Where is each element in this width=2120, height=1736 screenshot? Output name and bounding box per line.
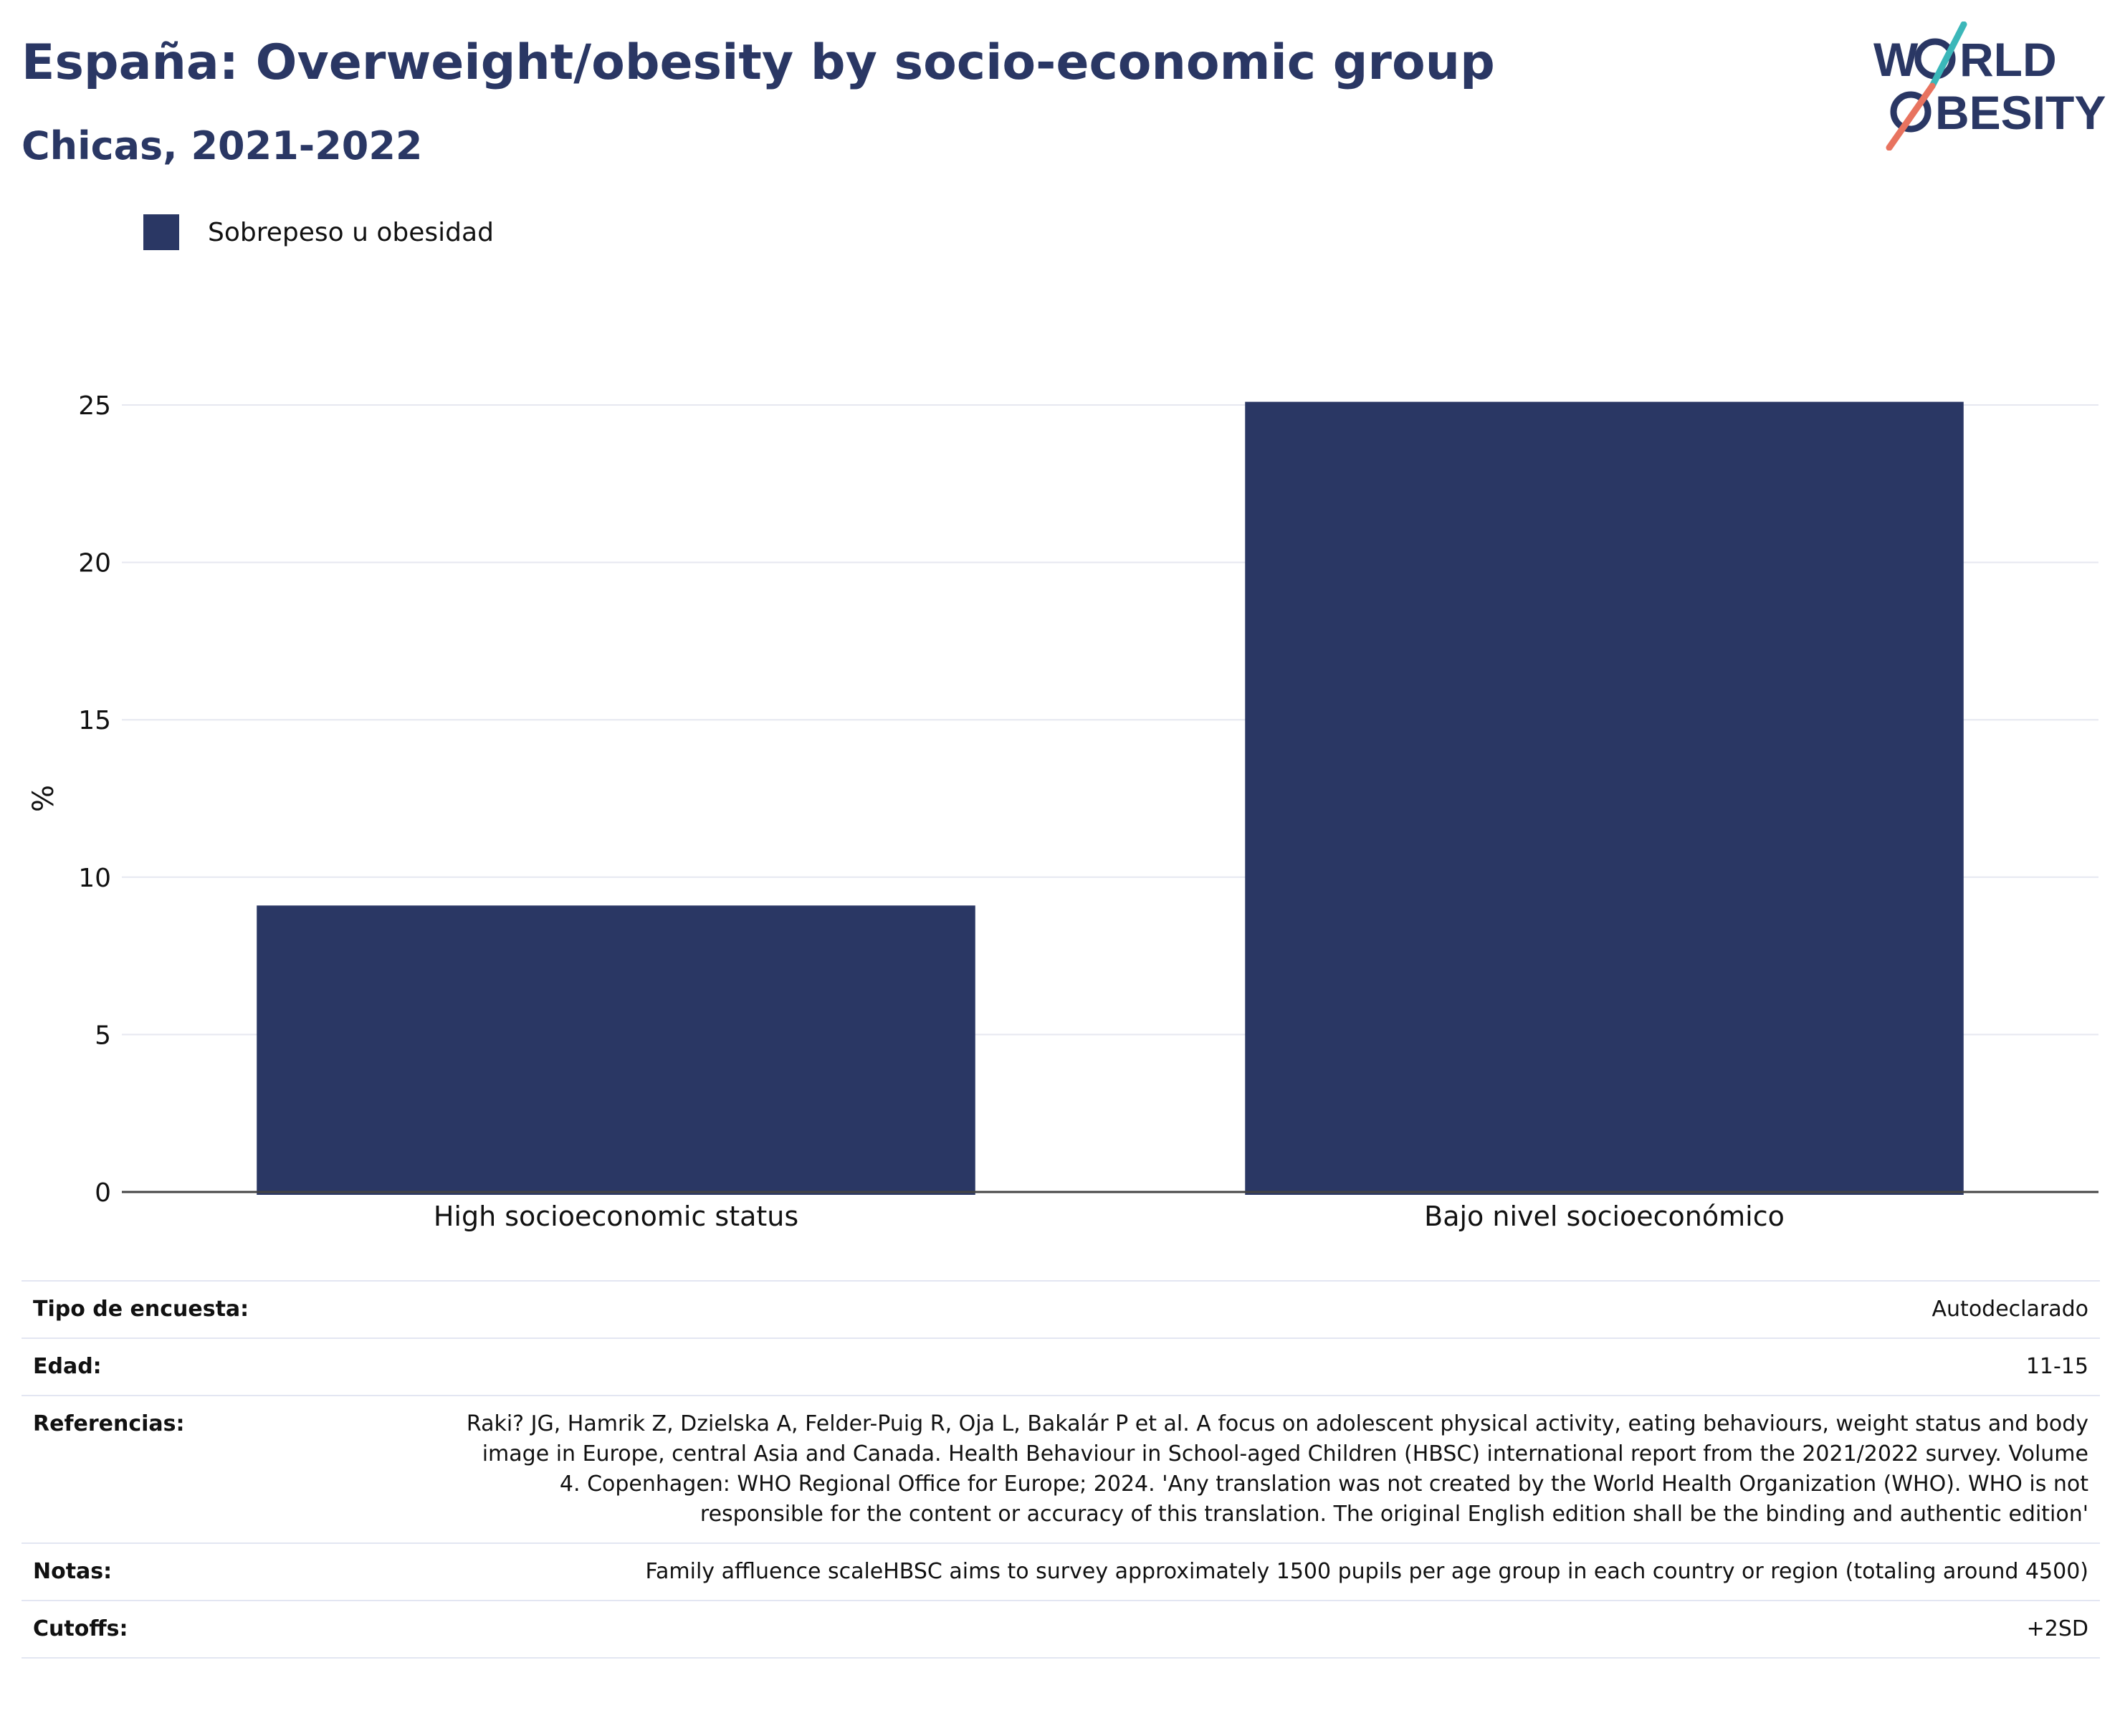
bar (257, 905, 975, 1195)
meta-key: Notas: (22, 1542, 446, 1601)
metadata-table: Tipo de encuesta: Autodeclarado Edad: 11… (22, 1280, 2100, 1659)
meta-row-notes: Notas: Family affluence scaleHBSC aims t… (22, 1542, 2100, 1601)
legend-label: Sobrepeso u obesidad (208, 217, 494, 247)
legend[interactable]: Sobrepeso u obesidad (143, 214, 494, 251)
logo-coral-slash (1886, 82, 1936, 151)
y-axis-title: % (27, 785, 60, 812)
meta-value: Family affluence scaleHBSC aims to surve… (446, 1542, 2100, 1601)
bars (257, 401, 1964, 1196)
y-tick-label: 25 (78, 391, 111, 421)
logo-line1-w: W (1873, 33, 1919, 86)
meta-row-age: Edad: 11-15 (22, 1337, 2100, 1396)
meta-value: 11-15 (446, 1337, 2100, 1396)
meta-value: Autodeclarado (446, 1280, 2100, 1339)
x-tick-label: Bajo nivel socioeconómico (1424, 1201, 1785, 1232)
y-tick-label: 0 (95, 1178, 111, 1208)
meta-key: Cutoffs: (22, 1600, 446, 1659)
meta-row-references: Referencias: Raki? JG, Hamrik Z, Dzielsk… (22, 1395, 2100, 1544)
meta-key: Edad: (22, 1337, 446, 1396)
chart-title: España: Overweight/obesity by socio-econ… (22, 34, 1495, 91)
meta-value: Raki? JG, Hamrik Z, Dzielska A, Felder-P… (446, 1395, 2100, 1544)
logo-line1-rld: RLD (1959, 33, 2057, 86)
y-tick-label: 20 (78, 549, 111, 578)
logo-teal-slash (1929, 22, 1967, 90)
meta-key: Referencias: (22, 1395, 446, 1544)
x-tick-label: High socioeconomic status (434, 1201, 798, 1232)
logo-o2-ring (1890, 91, 1932, 133)
logo-line2: BESITY (1935, 86, 2106, 139)
y-tick-label: 10 (78, 864, 111, 893)
chart-subtitle: Chicas, 2021-2022 (22, 123, 423, 168)
meta-row-survey-type: Tipo de encuesta: Autodeclarado (22, 1280, 2100, 1339)
axes: 0 5 10 15 20 25 High socioeconomic status Bajo … (27, 391, 2098, 1232)
world-obesity-logo: W RLD BESITY (1873, 22, 2106, 151)
legend-swatch (143, 214, 179, 250)
bar-chart: 0 5 10 15 20 25 High socioeconomic status Bajo … (27, 391, 2098, 1232)
meta-key: Tipo de encuesta: (22, 1280, 446, 1339)
bar (1245, 401, 1964, 1196)
meta-value: +2SD (446, 1600, 2100, 1659)
y-tick-label: 5 (95, 1021, 111, 1050)
y-tick-label: 15 (78, 706, 111, 735)
meta-row-cutoffs: Cutoffs: +2SD (22, 1600, 2100, 1659)
